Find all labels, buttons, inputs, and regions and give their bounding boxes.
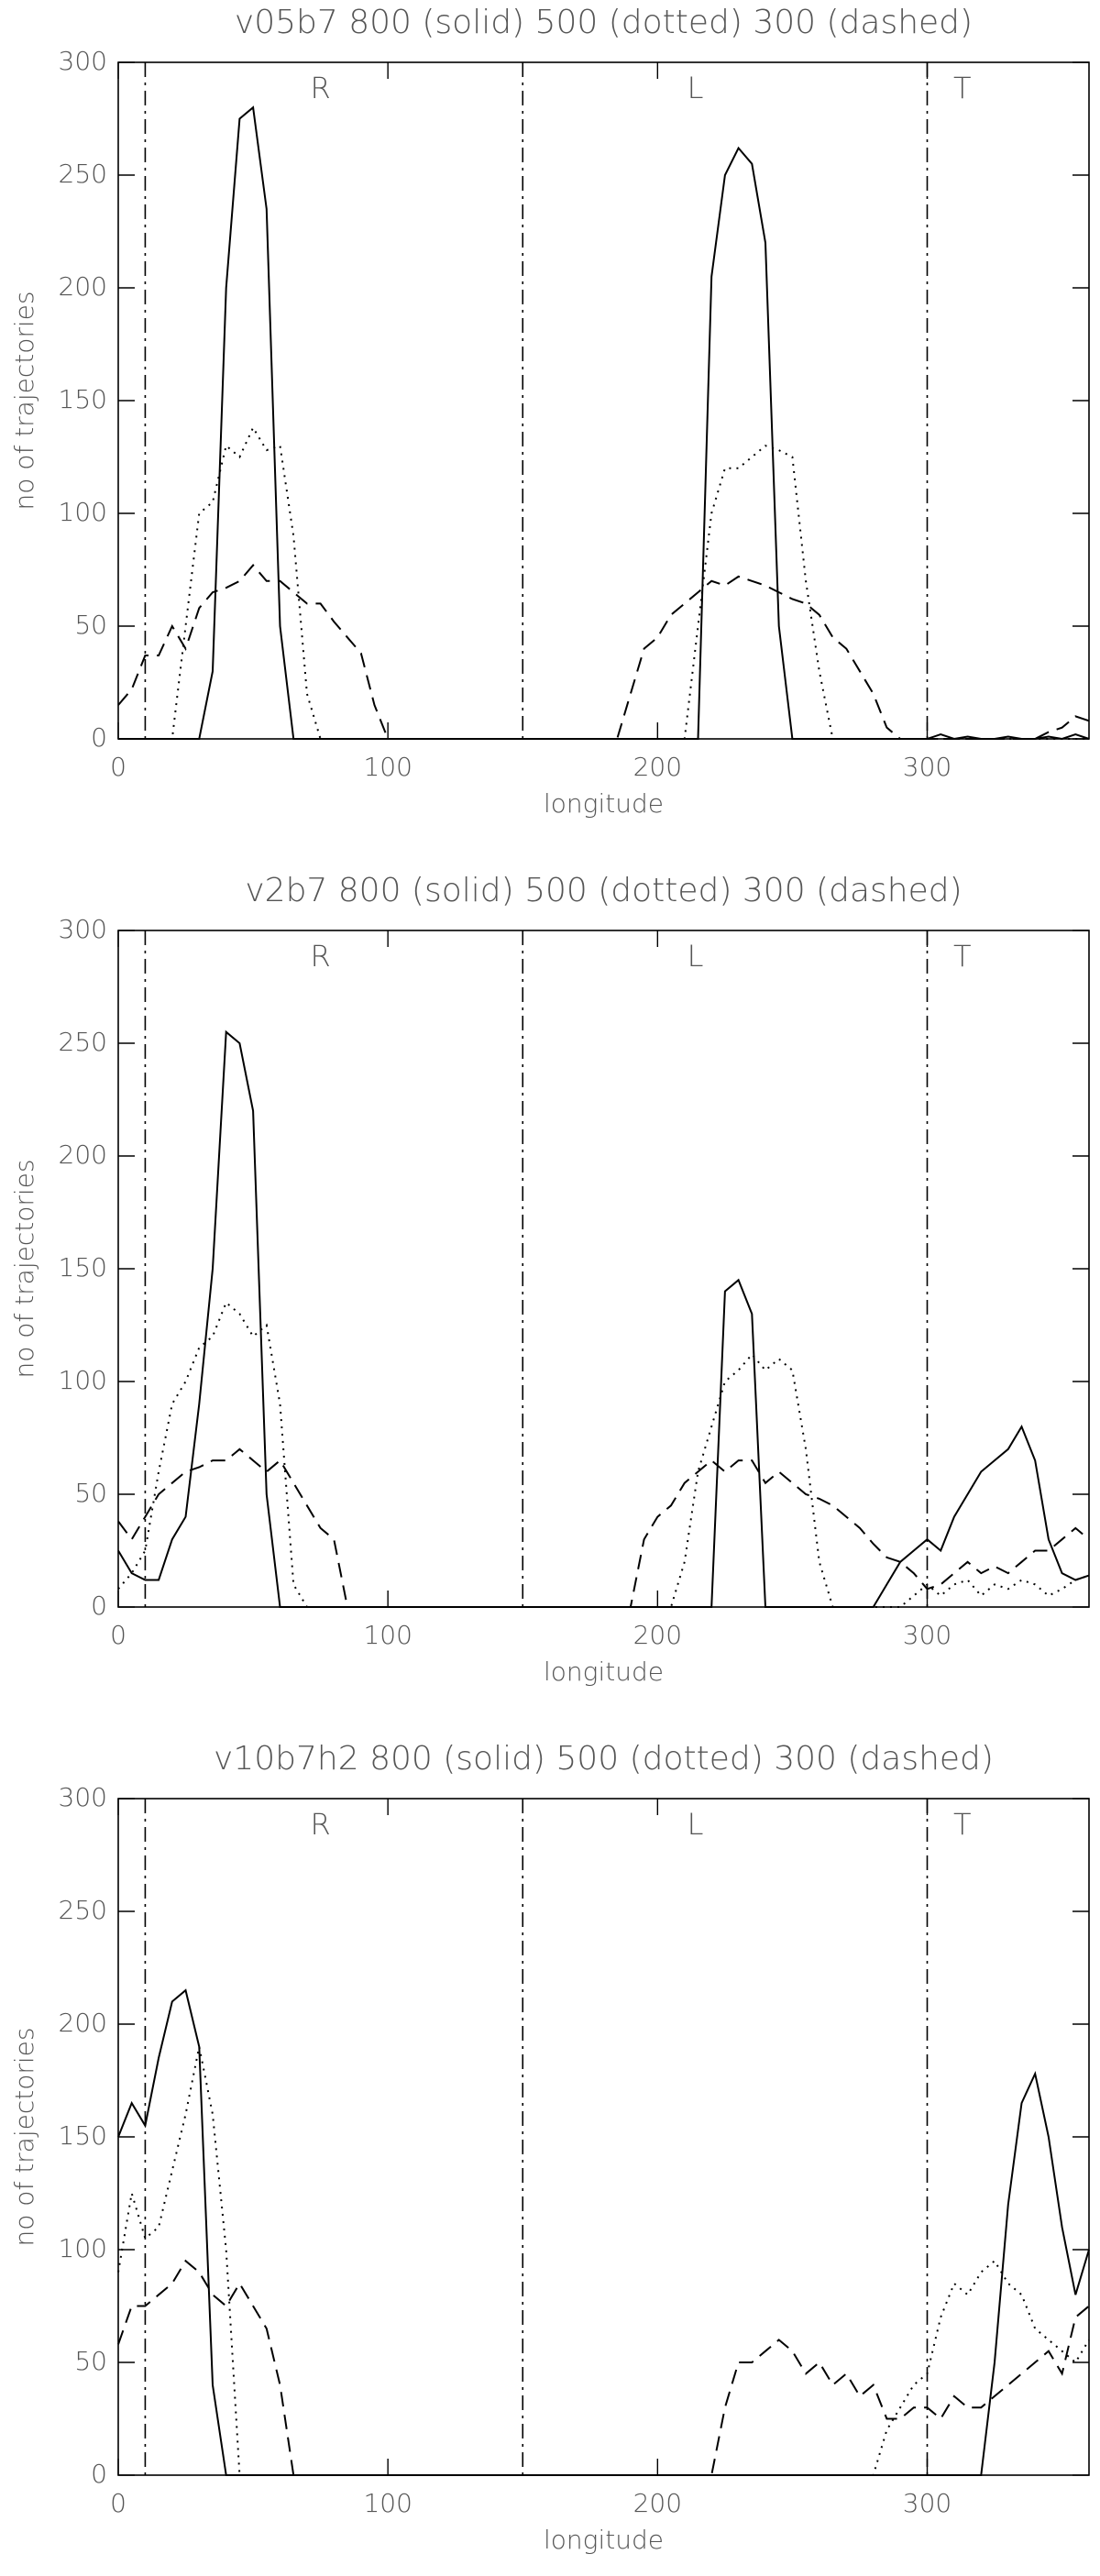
- y-tick-label: 100: [59, 1365, 107, 1395]
- region-label: L: [688, 1807, 704, 1842]
- y-tick-label: 150: [59, 2120, 107, 2151]
- series-line: [117, 1301, 1090, 1608]
- series-line: [118, 425, 1089, 740]
- plot-frame: [117, 930, 1090, 1608]
- y-tick-label: 0: [91, 722, 107, 753]
- x-tick-label: 300: [903, 2488, 952, 2518]
- region-label: T: [953, 939, 972, 974]
- y-tick-label: 0: [91, 1591, 107, 1621]
- y-tick-label: 100: [59, 2233, 107, 2263]
- x-tick-label: 0: [110, 752, 126, 782]
- series-line: [117, 1029, 1090, 1608]
- x-axis-label: longitude: [544, 1657, 664, 1687]
- x-axis-label: longitude: [544, 788, 664, 819]
- series-line: [117, 1988, 1090, 2476]
- y-tick-label: 250: [59, 1895, 107, 1925]
- x-axis-label: longitude: [544, 2525, 664, 2555]
- y-tick-label: 250: [59, 159, 107, 189]
- y-tick-label: 50: [74, 610, 107, 640]
- series-line: [118, 105, 1090, 741]
- x-tick-label: 200: [633, 2488, 682, 2518]
- y-tick-label: 0: [91, 2459, 107, 2489]
- y-tick-label: 300: [59, 46, 107, 76]
- region-label: L: [688, 71, 704, 105]
- y-tick-label: 50: [74, 2346, 107, 2376]
- region-label: R: [311, 939, 331, 974]
- region-label: T: [953, 1807, 972, 1842]
- plot-frame: [117, 1798, 1090, 2476]
- series-line: [117, 2046, 1090, 2476]
- y-tick-label: 200: [59, 1139, 107, 1170]
- y-tick-label: 50: [74, 1478, 107, 1508]
- x-tick-label: 200: [633, 1620, 682, 1650]
- y-tick-label: 100: [59, 497, 107, 527]
- region-label: R: [311, 1807, 331, 1842]
- x-tick-label: 200: [633, 752, 682, 782]
- region-label: T: [953, 71, 972, 105]
- y-tick-label: 300: [59, 914, 107, 944]
- y-tick-label: 150: [59, 384, 107, 414]
- y-tick-label: 200: [59, 2008, 107, 2038]
- x-tick-label: 300: [903, 752, 952, 782]
- series-line: [117, 1448, 1090, 1608]
- x-tick-label: 0: [110, 2488, 126, 2518]
- region-label: R: [311, 71, 331, 105]
- y-tick-label: 250: [59, 1027, 107, 1057]
- region-label: L: [688, 939, 704, 974]
- series-line: [117, 564, 1090, 740]
- y-tick-label: 150: [59, 1252, 107, 1282]
- x-tick-label: 300: [903, 1620, 952, 1650]
- chart-title: v10b7h2 800 (solid) 500 (dotted) 300 (da…: [214, 1740, 994, 1778]
- x-tick-label: 100: [363, 2488, 412, 2518]
- x-tick-label: 100: [363, 752, 412, 782]
- plot-frame: [117, 61, 1090, 740]
- y-axis-label: no of trajectories: [9, 1160, 39, 1379]
- chart-title: v2b7 800 (solid) 500 (dotted) 300 (dashe…: [245, 872, 962, 909]
- y-tick-label: 300: [59, 1782, 107, 1812]
- y-axis-label: no of trajectories: [9, 292, 39, 511]
- y-axis-label: no of trajectories: [9, 2028, 39, 2247]
- x-tick-label: 100: [363, 1620, 412, 1650]
- x-tick-label: 0: [110, 1620, 126, 1650]
- series-line: [117, 2259, 1090, 2476]
- chart-title: v05b7 800 (solid) 500 (dotted) 300 (dash…: [235, 4, 973, 41]
- y-tick-label: 200: [59, 271, 107, 302]
